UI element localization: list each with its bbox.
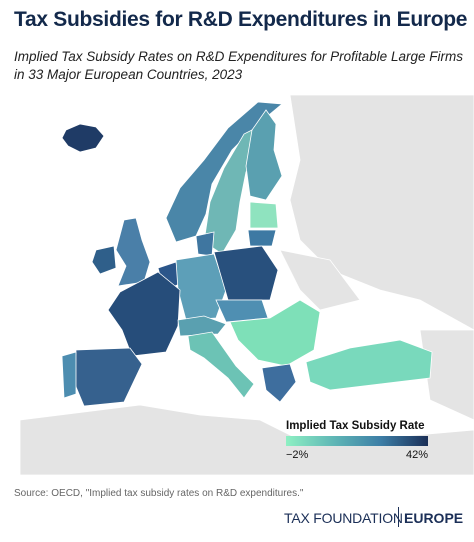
legend-min-label: −2% <box>286 449 309 461</box>
source: Source: OECD, "Implied tax subsidy rates… <box>14 488 304 499</box>
baltics <box>249 201 279 229</box>
ukraine-belarus <box>279 249 361 311</box>
great-britain <box>115 217 151 287</box>
finland <box>245 109 283 201</box>
italy <box>187 331 255 399</box>
legend-title: Implied Tax Subsidy Rate <box>286 420 425 432</box>
countries <box>61 101 433 407</box>
greece <box>261 363 297 403</box>
norway <box>165 101 284 243</box>
switzerland-austria <box>177 315 227 337</box>
separator <box>398 507 399 527</box>
denmark <box>195 231 215 257</box>
turkey <box>305 339 433 391</box>
lithuania <box>247 229 277 247</box>
title: Tax Subsidies for R&D Expenditures in Eu… <box>14 8 468 31</box>
subtitle: in 33 Major European Countries, 2023 <box>14 67 243 82</box>
balkans <box>229 299 321 367</box>
ireland <box>91 245 117 275</box>
brand-region: EUROPE <box>404 510 464 526</box>
spain <box>73 347 143 407</box>
brand: TAX FOUNDATION <box>284 510 403 526</box>
portugal <box>61 351 77 399</box>
poland <box>213 245 279 301</box>
subtitle: Implied Tax Subsidy Rates on R&D Expendi… <box>14 49 463 64</box>
iceland <box>61 123 105 153</box>
background-land <box>19 94 474 476</box>
france <box>107 271 181 357</box>
legend-gradient <box>286 436 428 446</box>
legend-max-label: 42% <box>406 449 429 461</box>
